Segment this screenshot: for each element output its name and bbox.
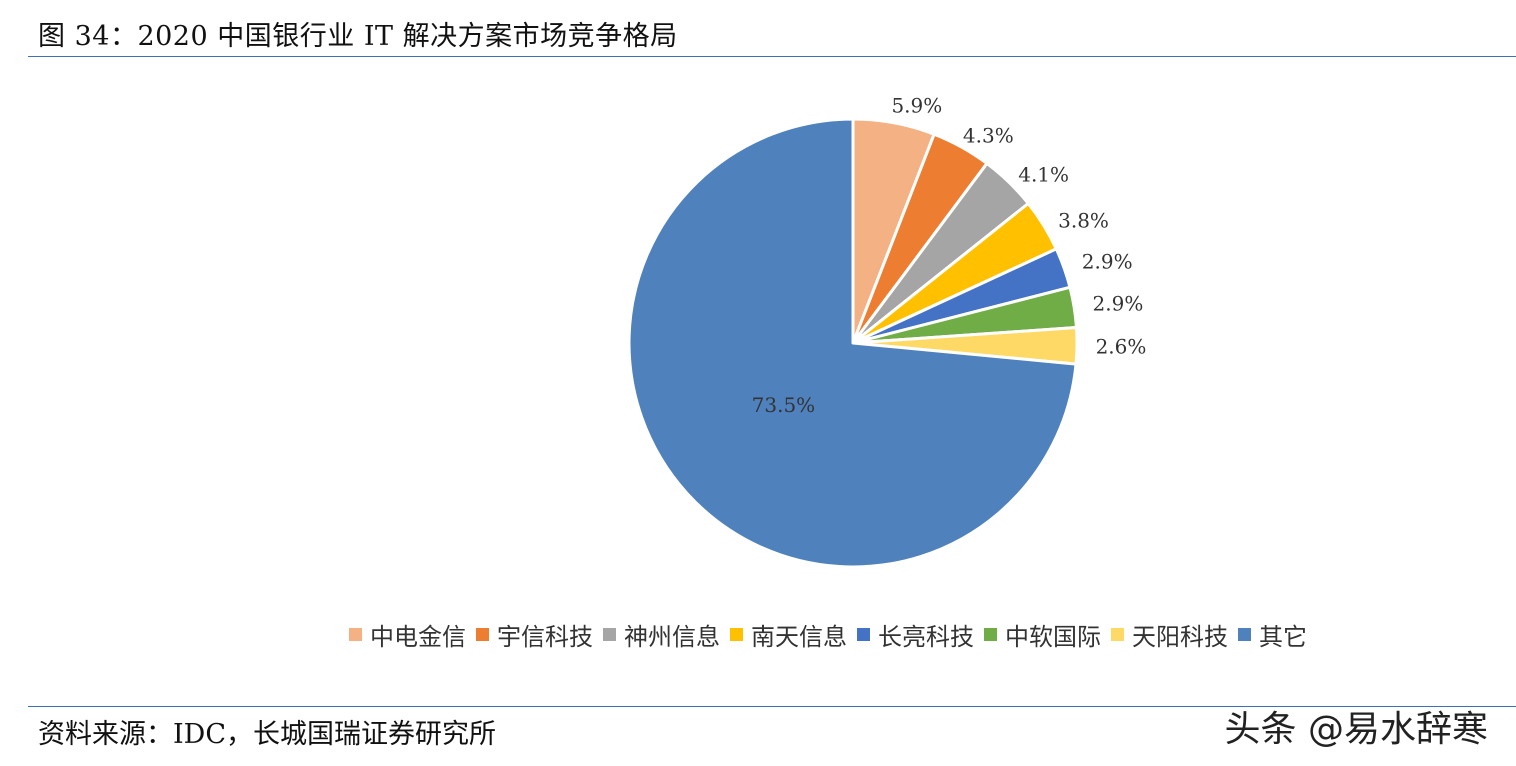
pie-data-label-2: 4.3% [963, 123, 1014, 147]
legend-swatch [1111, 628, 1124, 641]
pie-data-label-7: 2.6% [1096, 334, 1147, 358]
source-note: 资料来源：IDC，长城国瑞证券研究所 [38, 719, 496, 750]
legend-item: 天阳科技 [1111, 617, 1228, 652]
legend-item: 中软国际 [984, 617, 1101, 652]
legend-swatch [476, 628, 489, 641]
legend-label: 宇信科技 [497, 623, 593, 651]
legend-swatch [603, 628, 616, 641]
pie-slice-8 [627, 117, 1078, 569]
legend-item: 其它 [1238, 617, 1307, 652]
legend-swatch [984, 628, 997, 641]
footer-divider [28, 706, 1516, 707]
legend-label: 其它 [1259, 623, 1307, 651]
legend-item: 中电金信 [349, 617, 466, 652]
legend-label: 天阳科技 [1132, 623, 1228, 651]
chart-legend: 中电金信 宇信科技 神州信息 南天信息 长亮科技 中软国际 天阳科技 其它 [0, 617, 1516, 652]
legend-label: 中软国际 [1005, 623, 1101, 651]
pie-labels: 5.9% 4.3%4.1% 3.8% 2.9% 2.9% 2.6% 73.5% [752, 94, 1147, 417]
title-divider [28, 56, 1516, 57]
figure-title: 图 34：2020 中国银行业 IT 解决方案市场竞争格局 [38, 21, 678, 52]
pie-data-label-3: 4.1% [1018, 163, 1069, 187]
legend-swatch [349, 628, 362, 641]
legend-swatch [1238, 628, 1251, 641]
legend-swatch [857, 628, 870, 641]
pie-data-label-6: 2.9% [1093, 292, 1144, 316]
legend-item: 神州信息 [603, 617, 720, 652]
pie-chart: 5.9% 4.3%4.1% 3.8% 2.9% 2.9% 2.6% 73.5% [627, 94, 1147, 569]
legend-label: 长亮科技 [878, 623, 974, 651]
pie-data-label-1: 5.9% [891, 94, 942, 118]
legend-label: 南天信息 [751, 623, 847, 651]
pie-slices [627, 117, 1079, 569]
legend-swatch [730, 628, 743, 641]
legend-label: 神州信息 [624, 623, 720, 651]
legend-item: 长亮科技 [857, 617, 974, 652]
pie-data-label-5: 2.9% [1082, 250, 1133, 274]
pie-data-label-4: 3.8% [1058, 209, 1109, 233]
watermark: 头条 @易水辞寒 [1224, 709, 1488, 750]
pie-data-label-8: 73.5% [752, 393, 816, 417]
legend-item: 宇信科技 [476, 617, 593, 652]
legend-label: 中电金信 [370, 623, 466, 651]
legend-item: 南天信息 [730, 617, 847, 652]
